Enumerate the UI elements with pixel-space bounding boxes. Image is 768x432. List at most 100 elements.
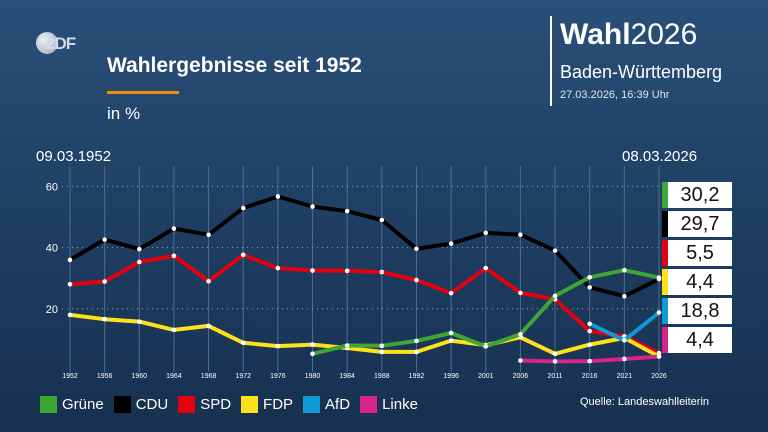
point-cdu-2001 (483, 230, 489, 236)
result-color-linke (662, 327, 668, 353)
legend-item-cdu: CDU (113, 395, 169, 413)
brand-year: 2026 (630, 18, 698, 51)
point-spd-1992 (414, 277, 419, 283)
point-gruene-1984 (344, 343, 350, 348)
point-cdu-2016 (587, 285, 593, 290)
x-tick-1980: 1980 (305, 373, 321, 380)
point-cdu-1984 (344, 208, 350, 214)
result-box-spd: 5,5 (662, 240, 732, 266)
brand-divider (550, 16, 552, 106)
legend-label-cdu: CDU (135, 395, 169, 413)
legend-item-spd: SPD (178, 395, 232, 413)
result-value-fdp: 4,4 (686, 271, 714, 293)
brand-title: Wahl2026 (560, 18, 697, 52)
legend-label-fdp: FDP (263, 395, 294, 413)
series-line-spd (68, 252, 661, 356)
x-tick-2006: 2006 (513, 373, 529, 380)
legend-item-gruene: Grüne (40, 395, 104, 413)
point-gruene-1988 (379, 343, 385, 349)
result-box-gruene: 30,2 (662, 182, 732, 208)
x-tick-1988: 1988 (374, 373, 390, 380)
point-fdp-1964 (171, 327, 177, 333)
point-cdu-1976 (275, 194, 281, 199)
point-cdu-1952 (67, 257, 73, 263)
legend-label-afd: AfD (325, 395, 351, 413)
x-tick-1992: 1992 (409, 373, 425, 380)
result-color-gruene (662, 182, 668, 208)
legend-label-spd: SPD (200, 395, 232, 413)
zdf-logo-text: 2DF (46, 34, 76, 53)
point-spd-2001 (483, 265, 489, 271)
brand-region: Baden-Württemberg (560, 62, 723, 82)
legend-label-gruene: Grüne (62, 395, 104, 413)
source-note: Quelle: Landeswahlleiterin (580, 396, 710, 408)
legend-item-afd: AfD (303, 395, 351, 413)
result-value-spd: 5,5 (686, 242, 714, 264)
point-spd-1968 (206, 278, 211, 284)
x-tick-2021: 2021 (617, 373, 633, 380)
x-tick-1960: 1960 (132, 373, 148, 380)
point-gruene-2016 (587, 274, 593, 280)
point-afd-2026 (656, 310, 662, 315)
result-box-cdu: 29,7 (662, 211, 732, 237)
result-box-fdp: 4,4 (662, 269, 732, 295)
point-spd-1984 (344, 268, 350, 274)
x-tick-1964: 1964 (166, 373, 182, 380)
timestamp: 27.03.2026, 16:39 Uhr (560, 89, 670, 101)
x-tick-2001: 2001 (478, 373, 494, 380)
point-fdp-1956 (102, 316, 107, 322)
title-accent-bar (107, 91, 179, 94)
result-value-afd: 18,8 (680, 300, 720, 322)
point-gruene-2006 (518, 331, 523, 337)
point-gruene-1992 (414, 338, 419, 344)
series-line-cdu (68, 194, 661, 299)
point-gruene-2011 (552, 293, 558, 299)
result-color-cdu (662, 211, 668, 237)
point-spd-2006 (518, 290, 523, 296)
zdf-logo-circle (36, 32, 58, 54)
x-tick-2011: 2011 (548, 373, 563, 380)
point-spd-1980 (310, 268, 315, 273)
x-tick-1956: 1956 (97, 373, 113, 380)
result-box-afd: 18,8 (662, 298, 732, 324)
point-gruene-2026 (656, 275, 662, 280)
point-spd-1964 (171, 253, 177, 259)
point-gruene-2001 (483, 344, 489, 349)
point-cdu-1992 (414, 246, 419, 252)
x-tick-2016: 2016 (582, 373, 598, 380)
point-spd-1952 (67, 282, 73, 287)
point-gruene-2021 (622, 267, 627, 273)
result-color-spd (662, 240, 668, 266)
point-fdp-1972 (240, 340, 246, 346)
point-spd-1972 (240, 252, 246, 258)
point-spd-1976 (275, 265, 281, 271)
legend-item-linke: Linke (360, 395, 418, 413)
legend-label-linke: Linke (382, 395, 418, 413)
chart-title: Wahlergebnisse seit 1952 (107, 54, 362, 77)
point-fdp-1960 (136, 319, 142, 324)
point-cdu-1988 (379, 217, 385, 223)
point-fdp-1996 (448, 338, 454, 343)
point-spd-1956 (102, 279, 107, 284)
point-cdu-2021 (622, 293, 627, 299)
series-line-fdp (68, 312, 661, 359)
legend-swatch-gruene (40, 395, 57, 413)
point-cdu-1980 (310, 204, 315, 209)
point-fdp-1976 (275, 343, 281, 349)
point-spd-1988 (379, 269, 385, 275)
legend-swatch-afd (303, 395, 321, 413)
point-spd-2016 (587, 328, 593, 334)
point-gruene-1980 (310, 351, 315, 357)
date-end: 08.03.2026 (622, 148, 698, 165)
point-cdu-1956 (102, 237, 107, 242)
x-tick-2026: 2026 (651, 373, 667, 380)
y-tick-40: 40 (46, 243, 58, 255)
result-color-fdp (662, 269, 668, 295)
x-tick-1984: 1984 (339, 373, 355, 380)
point-linke-2021 (622, 356, 627, 362)
brand-bold: Wahl (560, 18, 631, 51)
legend: Grüne CDU SPD FDP AfD Linke (40, 394, 428, 414)
zdf-logo: 2DF (36, 32, 96, 56)
point-linke-2016 (587, 358, 593, 364)
result-value-gruene: 30,2 (680, 184, 720, 206)
